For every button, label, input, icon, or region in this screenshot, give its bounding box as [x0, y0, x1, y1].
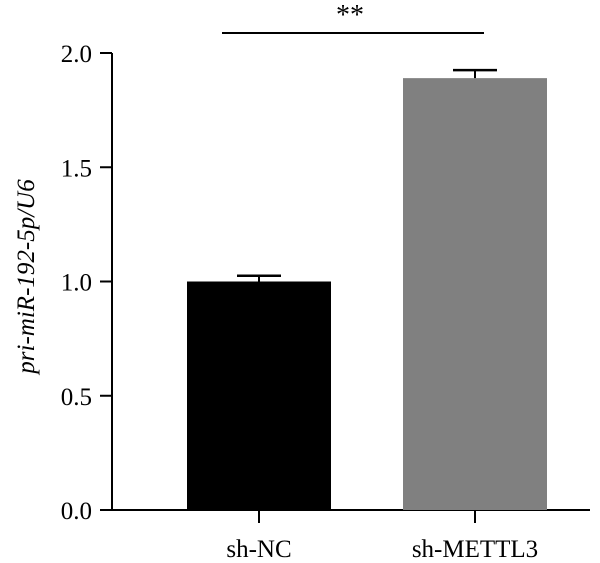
bars: [187, 78, 547, 510]
significance-label: **: [336, 0, 364, 31]
x-tick-label: sh-NC: [226, 536, 291, 563]
bar: [403, 78, 547, 510]
y-tick-label: 2.0: [61, 41, 92, 68]
bar: [187, 281, 331, 510]
x-axis: sh-NC sh-METTL3: [112, 509, 590, 563]
y-axis-title: pri-miR-192-5p/U6: [13, 179, 40, 376]
error-bars: [237, 68, 497, 282]
y-tick-label: 0.5: [61, 384, 92, 411]
x-tick-label: sh-METTL3: [412, 536, 538, 563]
y-tick-label: 1.5: [61, 155, 92, 182]
y-tick-label: 0.0: [61, 498, 92, 525]
y-axis: 0.0 0.5 1.0 1.5 2.0: [61, 41, 113, 525]
significance-annotation: **: [222, 0, 484, 34]
y-tick-label: 1.0: [61, 270, 92, 297]
